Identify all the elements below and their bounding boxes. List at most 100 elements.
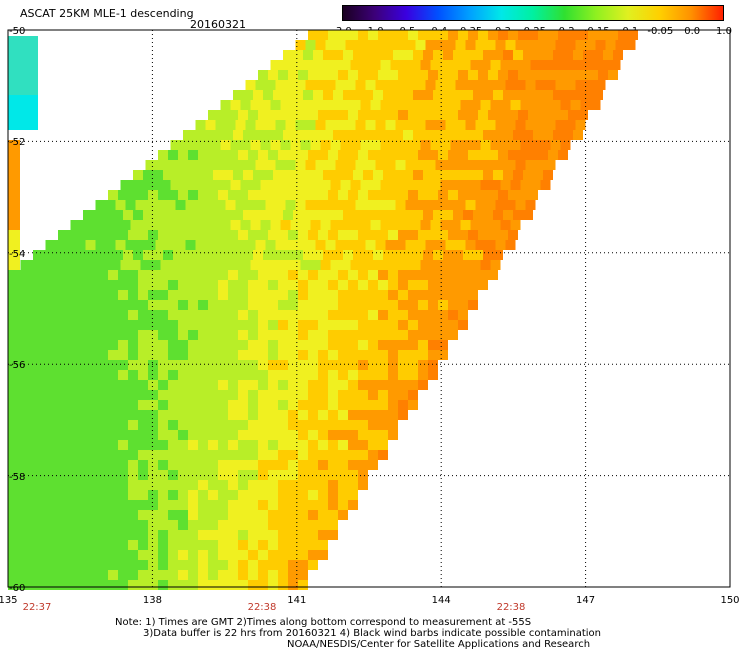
swath-cell	[58, 340, 68, 350]
swath-cell	[470, 260, 481, 270]
swath-cell	[8, 290, 18, 300]
swath-cell	[408, 370, 418, 380]
swath-cell	[188, 570, 198, 580]
swath-cell	[225, 160, 236, 170]
swath-cell	[593, 90, 603, 100]
swath-cell	[378, 430, 388, 440]
swath-cell	[228, 280, 238, 290]
swath-cell	[218, 420, 228, 430]
swath-cell	[338, 420, 348, 430]
swath-cell	[388, 430, 398, 440]
swath-cell	[338, 190, 348, 200]
swath-cell	[560, 60, 571, 70]
swath-cell	[68, 320, 78, 330]
swath-cell	[530, 180, 541, 190]
lon-tick-label: 141	[287, 595, 307, 606]
swath-cell	[398, 390, 408, 400]
swath-cell	[80, 220, 91, 230]
swath-cell	[178, 360, 188, 370]
swath-cell	[148, 460, 158, 470]
swath-cell	[448, 330, 458, 340]
swath-cell	[515, 200, 526, 210]
swath-cell	[28, 500, 38, 510]
swath-cell	[388, 230, 398, 240]
swath-cell	[470, 180, 481, 190]
swath-cell	[98, 550, 108, 560]
swath-cell	[308, 350, 318, 360]
swath-cell	[490, 180, 501, 190]
swath-cell	[250, 180, 261, 190]
swath-cell	[210, 220, 221, 230]
swath-cell	[128, 460, 138, 470]
swath-cell	[378, 340, 388, 350]
swath-cell	[278, 410, 288, 420]
swath-cell	[88, 450, 98, 460]
swath-cell	[348, 360, 358, 370]
swath-cell	[340, 100, 351, 110]
swath-cell	[310, 100, 321, 110]
swath-cell	[38, 560, 48, 570]
swath-cell	[535, 160, 546, 170]
swath-cell	[258, 550, 268, 560]
swath-cell	[238, 530, 248, 540]
swath-cell	[440, 60, 451, 70]
swath-cell	[368, 30, 378, 40]
swath-cell	[308, 310, 318, 320]
swath-cell	[118, 350, 128, 360]
swath-cell	[315, 120, 326, 130]
swath-cell	[108, 370, 118, 380]
swath-cell	[248, 380, 258, 390]
swath-cell	[355, 40, 366, 50]
swath-cell	[378, 190, 388, 200]
swath-cell	[165, 160, 176, 170]
swath-cell	[158, 510, 168, 520]
swath-cell	[328, 490, 338, 500]
swath-cell	[168, 320, 178, 330]
swath-cell	[405, 200, 416, 210]
swath-cell	[158, 470, 168, 480]
swath-cell	[398, 330, 408, 340]
swath-cell	[458, 30, 468, 40]
swath-cell	[158, 390, 168, 400]
swath-cell	[118, 490, 128, 500]
swath-cell	[98, 400, 108, 410]
swath-cell	[60, 260, 71, 270]
swath-cell	[18, 430, 28, 440]
swath-cell	[398, 310, 408, 320]
swath-cell	[178, 270, 188, 280]
swath-cell	[570, 60, 581, 70]
swath-cell	[440, 220, 451, 230]
swath-cell	[248, 470, 258, 480]
swath-cell	[268, 460, 278, 470]
swath-cell	[355, 240, 366, 250]
swath-cell	[298, 490, 308, 500]
swath-cell	[450, 100, 461, 110]
swath-cell	[148, 390, 158, 400]
swath-cell	[258, 360, 268, 370]
swath-cell	[8, 95, 38, 130]
swath-cell	[348, 30, 358, 40]
swath-cell	[158, 530, 168, 540]
swath-cell	[353, 250, 363, 260]
swath-cell	[193, 130, 203, 140]
swath-cell	[288, 280, 298, 290]
swath-cell	[68, 520, 78, 530]
swath-cell	[188, 310, 198, 320]
swath-cell	[600, 60, 611, 70]
swath-cell	[48, 340, 58, 350]
swath-cell	[368, 440, 378, 450]
swath-cell	[388, 410, 398, 420]
swath-cell	[425, 40, 436, 50]
swath-cell	[268, 510, 278, 520]
swath-cell	[98, 300, 108, 310]
swath-cell	[140, 180, 151, 190]
swath-cell	[483, 250, 493, 260]
swath-cell	[105, 200, 116, 210]
swath-cell	[78, 230, 88, 240]
swath-cell	[233, 170, 243, 180]
swath-cell	[475, 80, 486, 90]
note-line-1: Note: 1) Times are GMT 2)Times along bot…	[115, 617, 532, 628]
swath-cell	[18, 380, 28, 390]
swath-cell	[358, 190, 368, 200]
swath-cell	[228, 500, 238, 510]
